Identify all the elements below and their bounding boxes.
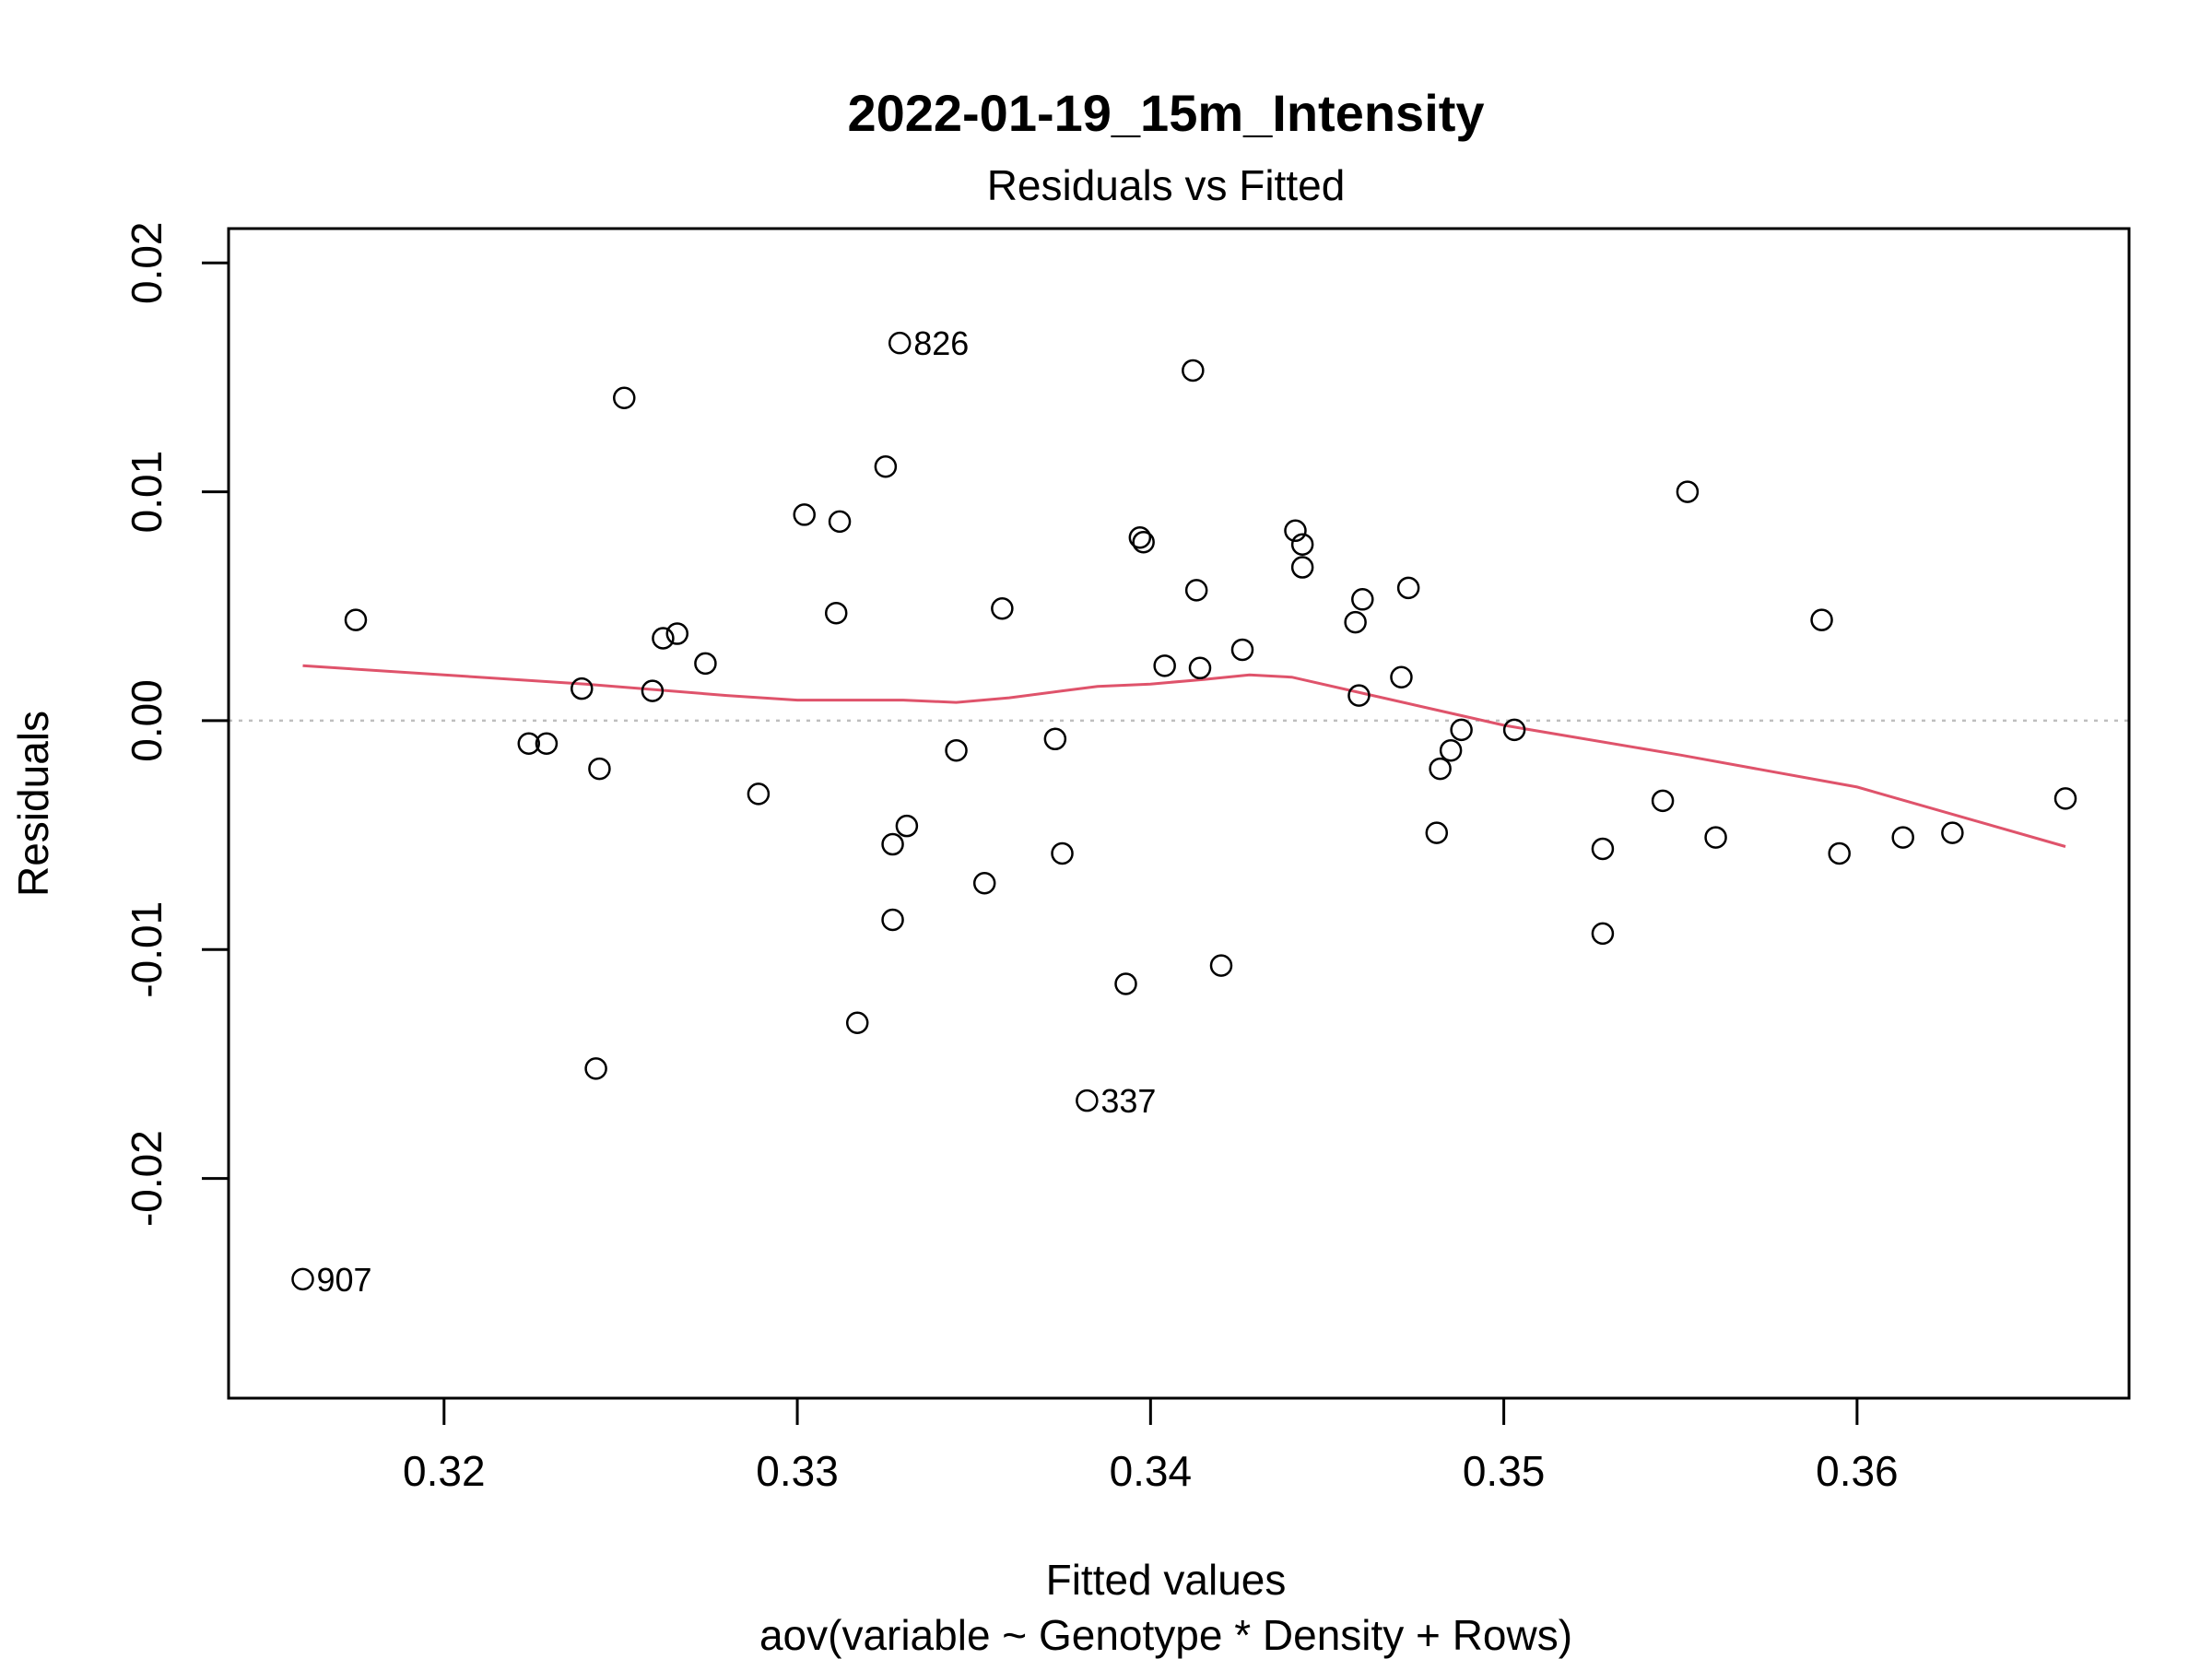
data-point (1429, 757, 1452, 781)
data-point (1651, 789, 1675, 813)
y-tick-label: 0.00 (123, 679, 171, 762)
data-point (1941, 821, 1964, 844)
data-point (1502, 718, 1526, 742)
data-point (588, 757, 611, 781)
data-point (1182, 359, 1205, 382)
y-tick-label: -0.02 (123, 1130, 171, 1227)
data-point (1344, 610, 1367, 634)
data-point (1351, 588, 1374, 611)
data-point (1676, 480, 1700, 503)
data-point (1704, 826, 1727, 849)
data-point (1891, 826, 1914, 849)
y-axis-label: Residuals (9, 711, 57, 897)
point-label: 337 (1100, 1082, 1156, 1120)
data-point (344, 608, 368, 631)
data-point (1132, 530, 1155, 554)
point-label: 826 (913, 324, 969, 362)
data-point (845, 1011, 869, 1034)
data-point (1188, 656, 1212, 680)
data-point (793, 503, 816, 526)
smooth-line-group (302, 664, 2066, 848)
data-point (1290, 533, 1314, 556)
data-point (895, 814, 919, 838)
data-point (2053, 787, 2077, 810)
data-point (1439, 738, 1463, 762)
point-label: 907 (316, 1261, 371, 1299)
data-point (641, 679, 665, 702)
x-tick-label: 0.34 (1110, 1447, 1193, 1495)
data-point (1043, 727, 1067, 751)
data-point (881, 832, 904, 856)
data-point (291, 1267, 314, 1291)
point-labels-group: 907 826 337 (316, 324, 1156, 1299)
data-point (881, 908, 904, 932)
data-point (1591, 922, 1615, 946)
data-point (824, 601, 848, 625)
points-group (291, 331, 2077, 1291)
y-tick-label: 0.02 (123, 221, 171, 304)
data-point (1450, 718, 1473, 742)
x-tick-label: 0.32 (403, 1447, 486, 1495)
data-point (747, 782, 771, 806)
data-point (1076, 1088, 1099, 1112)
data-point (1290, 556, 1314, 579)
data-point (613, 386, 636, 410)
data-point (1284, 519, 1307, 543)
data-point (1396, 576, 1420, 600)
data-point (991, 596, 1014, 620)
data-point (1390, 665, 1413, 688)
data-point (1230, 638, 1254, 662)
data-point (535, 732, 559, 756)
data-point (1153, 654, 1176, 677)
data-point (972, 871, 996, 895)
smooth-line (302, 664, 2066, 848)
y-axis: -0.02 -0.01 0.00 0.01 0.02 (123, 221, 230, 1227)
x-tick-label: 0.35 (1463, 1447, 1546, 1495)
data-point (874, 455, 898, 478)
data-point (1810, 608, 1833, 631)
data-point (652, 627, 675, 650)
data-point (828, 510, 852, 534)
chart-title: 2022-01-19_15m_Intensity (847, 84, 1484, 142)
chart-subtitle: Residuals vs Fitted (987, 161, 1346, 209)
data-point (1209, 954, 1233, 977)
x-tick-label: 0.36 (1816, 1447, 1899, 1495)
y-tick-label: -0.01 (123, 901, 171, 998)
data-point (1128, 526, 1152, 549)
data-point (945, 738, 968, 762)
data-point (1184, 579, 1208, 602)
data-point (1051, 841, 1074, 865)
data-point (1114, 972, 1137, 995)
data-point (1347, 684, 1371, 707)
x-axis-sublabel: aov(variable ~ Genotype * Density + Rows… (759, 1611, 1572, 1659)
data-point (888, 331, 912, 355)
data-point (517, 732, 541, 756)
data-point (665, 622, 689, 645)
y-tick-label: 0.01 (123, 451, 171, 534)
data-point (584, 1057, 607, 1080)
data-point (1828, 841, 1851, 865)
data-point (1591, 837, 1615, 861)
x-tick-label: 0.33 (756, 1447, 839, 1495)
plot-frame (227, 227, 2131, 1400)
data-point (1425, 821, 1449, 844)
x-axis: 0.32 0.33 0.34 0.35 0.36 (403, 1396, 1899, 1495)
data-point (571, 677, 594, 700)
x-axis-label: Fitted values (1046, 1556, 1287, 1604)
data-point (694, 652, 717, 676)
